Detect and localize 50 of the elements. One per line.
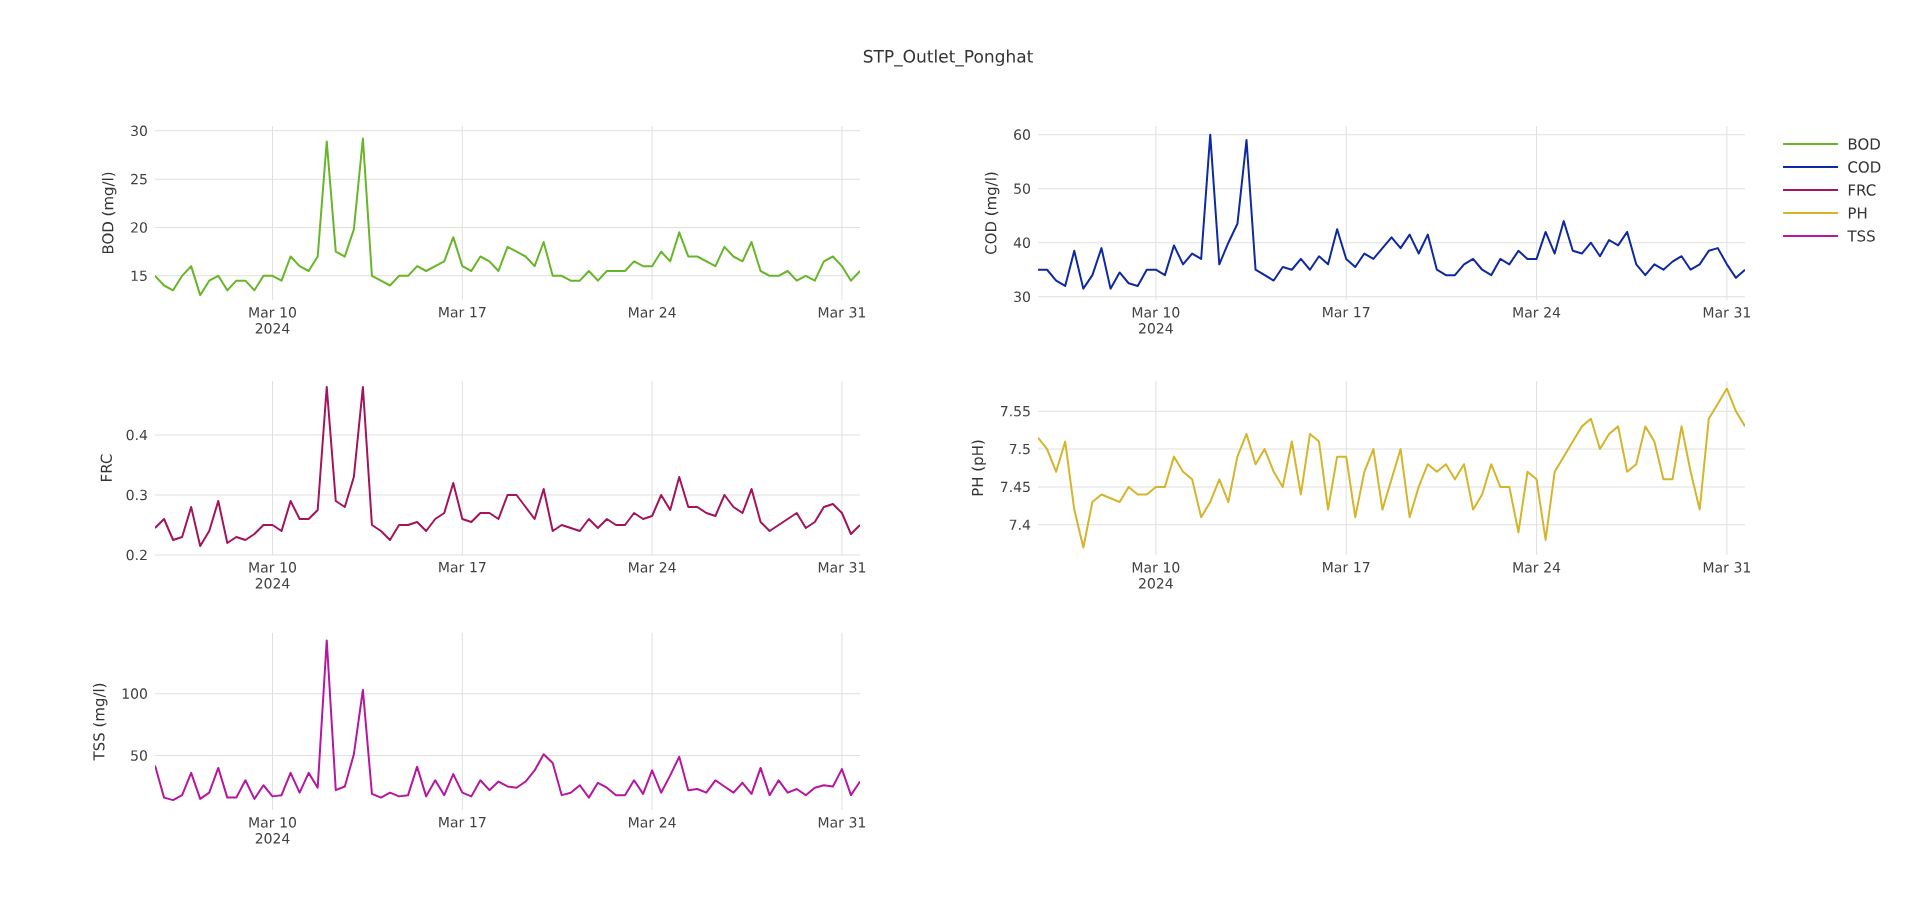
x-tick-label: Mar 24	[1513, 562, 1561, 573]
legend-label: PH	[1848, 207, 1867, 219]
legend-label: FRC	[1848, 184, 1876, 196]
x-tick-label: Mar 10 2024	[249, 817, 297, 844]
y-tick-label: 0.4	[126, 429, 148, 441]
legend-label: TSS	[1847, 230, 1875, 242]
y-axis-title: COD (mg/l)	[984, 172, 1000, 254]
y-axis-title: PH (pH)	[971, 440, 987, 496]
x-tick-label: Mar 24	[629, 307, 676, 318]
y-tick-label: 15	[131, 270, 147, 282]
x-tick-label: Mar 31	[818, 562, 866, 573]
x-tick-label: Mar 10 2024	[1132, 562, 1180, 589]
y-tick-label: 7.45	[1000, 481, 1030, 493]
y-axis-title: TSS (mg/l)	[92, 683, 108, 761]
x-tick-label: Mar 17	[1323, 307, 1370, 318]
y-tick-label: 7.55	[1000, 406, 1030, 417]
x-tick-label: Mar 31	[818, 817, 866, 828]
y-tick-label: 60	[1014, 129, 1031, 140]
line-series	[155, 639, 861, 802]
legend-label: BOD	[1848, 138, 1880, 150]
legend-label: COD	[1848, 161, 1881, 173]
y-tick-label: 7.4	[1009, 519, 1031, 530]
x-tick-label: Mar 17	[439, 817, 486, 828]
y-tick-label: 30	[1014, 291, 1031, 303]
x-tick-label: Mar 10 2024	[249, 562, 297, 589]
y-tick-label: 25	[131, 173, 147, 185]
y-tick-label: 7.5	[1009, 443, 1030, 455]
y-tick-label: 50	[131, 750, 147, 761]
x-tick-label: Mar 10 2024	[249, 307, 297, 334]
y-tick-label: 20	[131, 222, 147, 233]
x-tick-label: Mar 31	[1703, 307, 1751, 318]
x-tick-label: Mar 17	[1323, 562, 1370, 573]
y-tick-label: 0.2	[126, 549, 147, 561]
y-tick-label: 40	[1013, 237, 1031, 248]
y-tick-label: 0.3	[126, 489, 147, 501]
line-series	[155, 385, 861, 547]
x-tick-label: Mar 17	[439, 307, 486, 318]
x-tick-label: Mar 31	[1703, 562, 1751, 573]
x-tick-label: Mar 31	[818, 307, 866, 318]
y-tick-label: 30	[131, 125, 147, 137]
x-tick-label: Mar 24	[1513, 307, 1561, 318]
text: STP_Outlet_Ponghat	[863, 49, 1033, 67]
x-tick-label: Mar 10 2024	[1132, 307, 1180, 334]
y-tick-label: 50	[1014, 183, 1031, 194]
y-axis-title: BOD (mg/l)	[101, 172, 117, 254]
x-tick-label: Mar 24	[629, 562, 676, 573]
y-tick-label: 100	[122, 688, 147, 699]
y-axis-title: FRC	[100, 454, 112, 481]
x-tick-label: Mar 17	[439, 562, 486, 573]
x-tick-label: Mar 24	[629, 817, 676, 828]
